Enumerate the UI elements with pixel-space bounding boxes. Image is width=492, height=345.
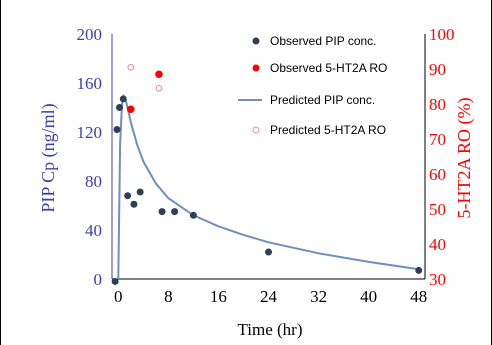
y2-tick-label: 40	[429, 235, 446, 254]
legend-marker-observed-pip	[252, 37, 260, 45]
point-observed-pip	[119, 95, 127, 103]
point-observed-pip	[136, 188, 144, 196]
y2-tick-label: 60	[429, 165, 446, 184]
legend-marker-predicted-ro	[252, 126, 260, 134]
y2-tick-label: 90	[429, 60, 446, 79]
y2-tick-label: 50	[429, 200, 446, 219]
x-tick-label: 0	[114, 287, 123, 306]
x-tick-label: 16	[210, 287, 227, 306]
x-axis-title: Time (hr)	[237, 320, 302, 339]
point-observed-pip	[130, 200, 138, 208]
legend-label-predicted-ro: Predicted 5-HT2A RO	[270, 123, 386, 137]
legend: Observed PIP conc. Observed 5-HT2A RO Pr…	[238, 34, 387, 137]
y-axis-title: PIP Cp (ng/ml)	[38, 103, 59, 212]
point-observed-pip	[415, 266, 423, 274]
y-tick-label: 40	[85, 221, 102, 240]
y2-tick-label: 80	[429, 95, 446, 114]
x-tick-labels: 0 8 16 24 32 40 48	[114, 287, 427, 306]
point-observed-pip	[113, 126, 121, 134]
point-predicted-ro	[155, 84, 163, 92]
x-tick-label: 48	[410, 287, 427, 306]
plot-marks	[111, 63, 423, 285]
point-predicted-ro	[127, 63, 135, 71]
point-observed-pip	[265, 248, 272, 256]
y-tick-label: 0	[94, 270, 103, 289]
y-tick-label: 120	[77, 123, 103, 142]
y2-axis-title: 5-HT2A RO (%)	[454, 98, 475, 219]
left-tick-labels: 0 40 80 120 160 200	[77, 25, 103, 289]
right-tick-labels: 30 40 50 60 70 80 90 100	[429, 25, 455, 289]
legend-label-observed-ro: Observed 5-HT2A RO	[270, 61, 387, 75]
y-tick-label: 160	[77, 74, 103, 93]
x-tick-label: 40	[360, 287, 377, 306]
legend-label-predicted-pip: Predicted PIP conc.	[270, 93, 375, 107]
point-observed-pip	[171, 208, 179, 216]
point-observed-pip	[158, 208, 166, 216]
point-observed-ro	[155, 70, 163, 79]
x-tick-label: 24	[260, 287, 278, 306]
legend-label-observed-pip: Observed PIP conc.	[270, 34, 377, 48]
point-observed-pip	[124, 192, 132, 200]
x-tick-label: 32	[310, 287, 327, 306]
x-tick-label: 8	[164, 287, 173, 306]
y2-tick-label: 100	[429, 25, 455, 44]
point-observed-ro	[126, 105, 135, 114]
y-tick-label: 200	[77, 25, 103, 44]
point-observed-pip	[111, 277, 119, 285]
y-tick-label: 80	[85, 172, 102, 191]
point-observed-pip	[189, 211, 197, 219]
point-observed-pip	[116, 104, 124, 111]
y2-tick-label: 70	[429, 130, 446, 149]
legend-marker-observed-ro	[252, 64, 260, 72]
y2-tick-label: 30	[429, 270, 446, 289]
